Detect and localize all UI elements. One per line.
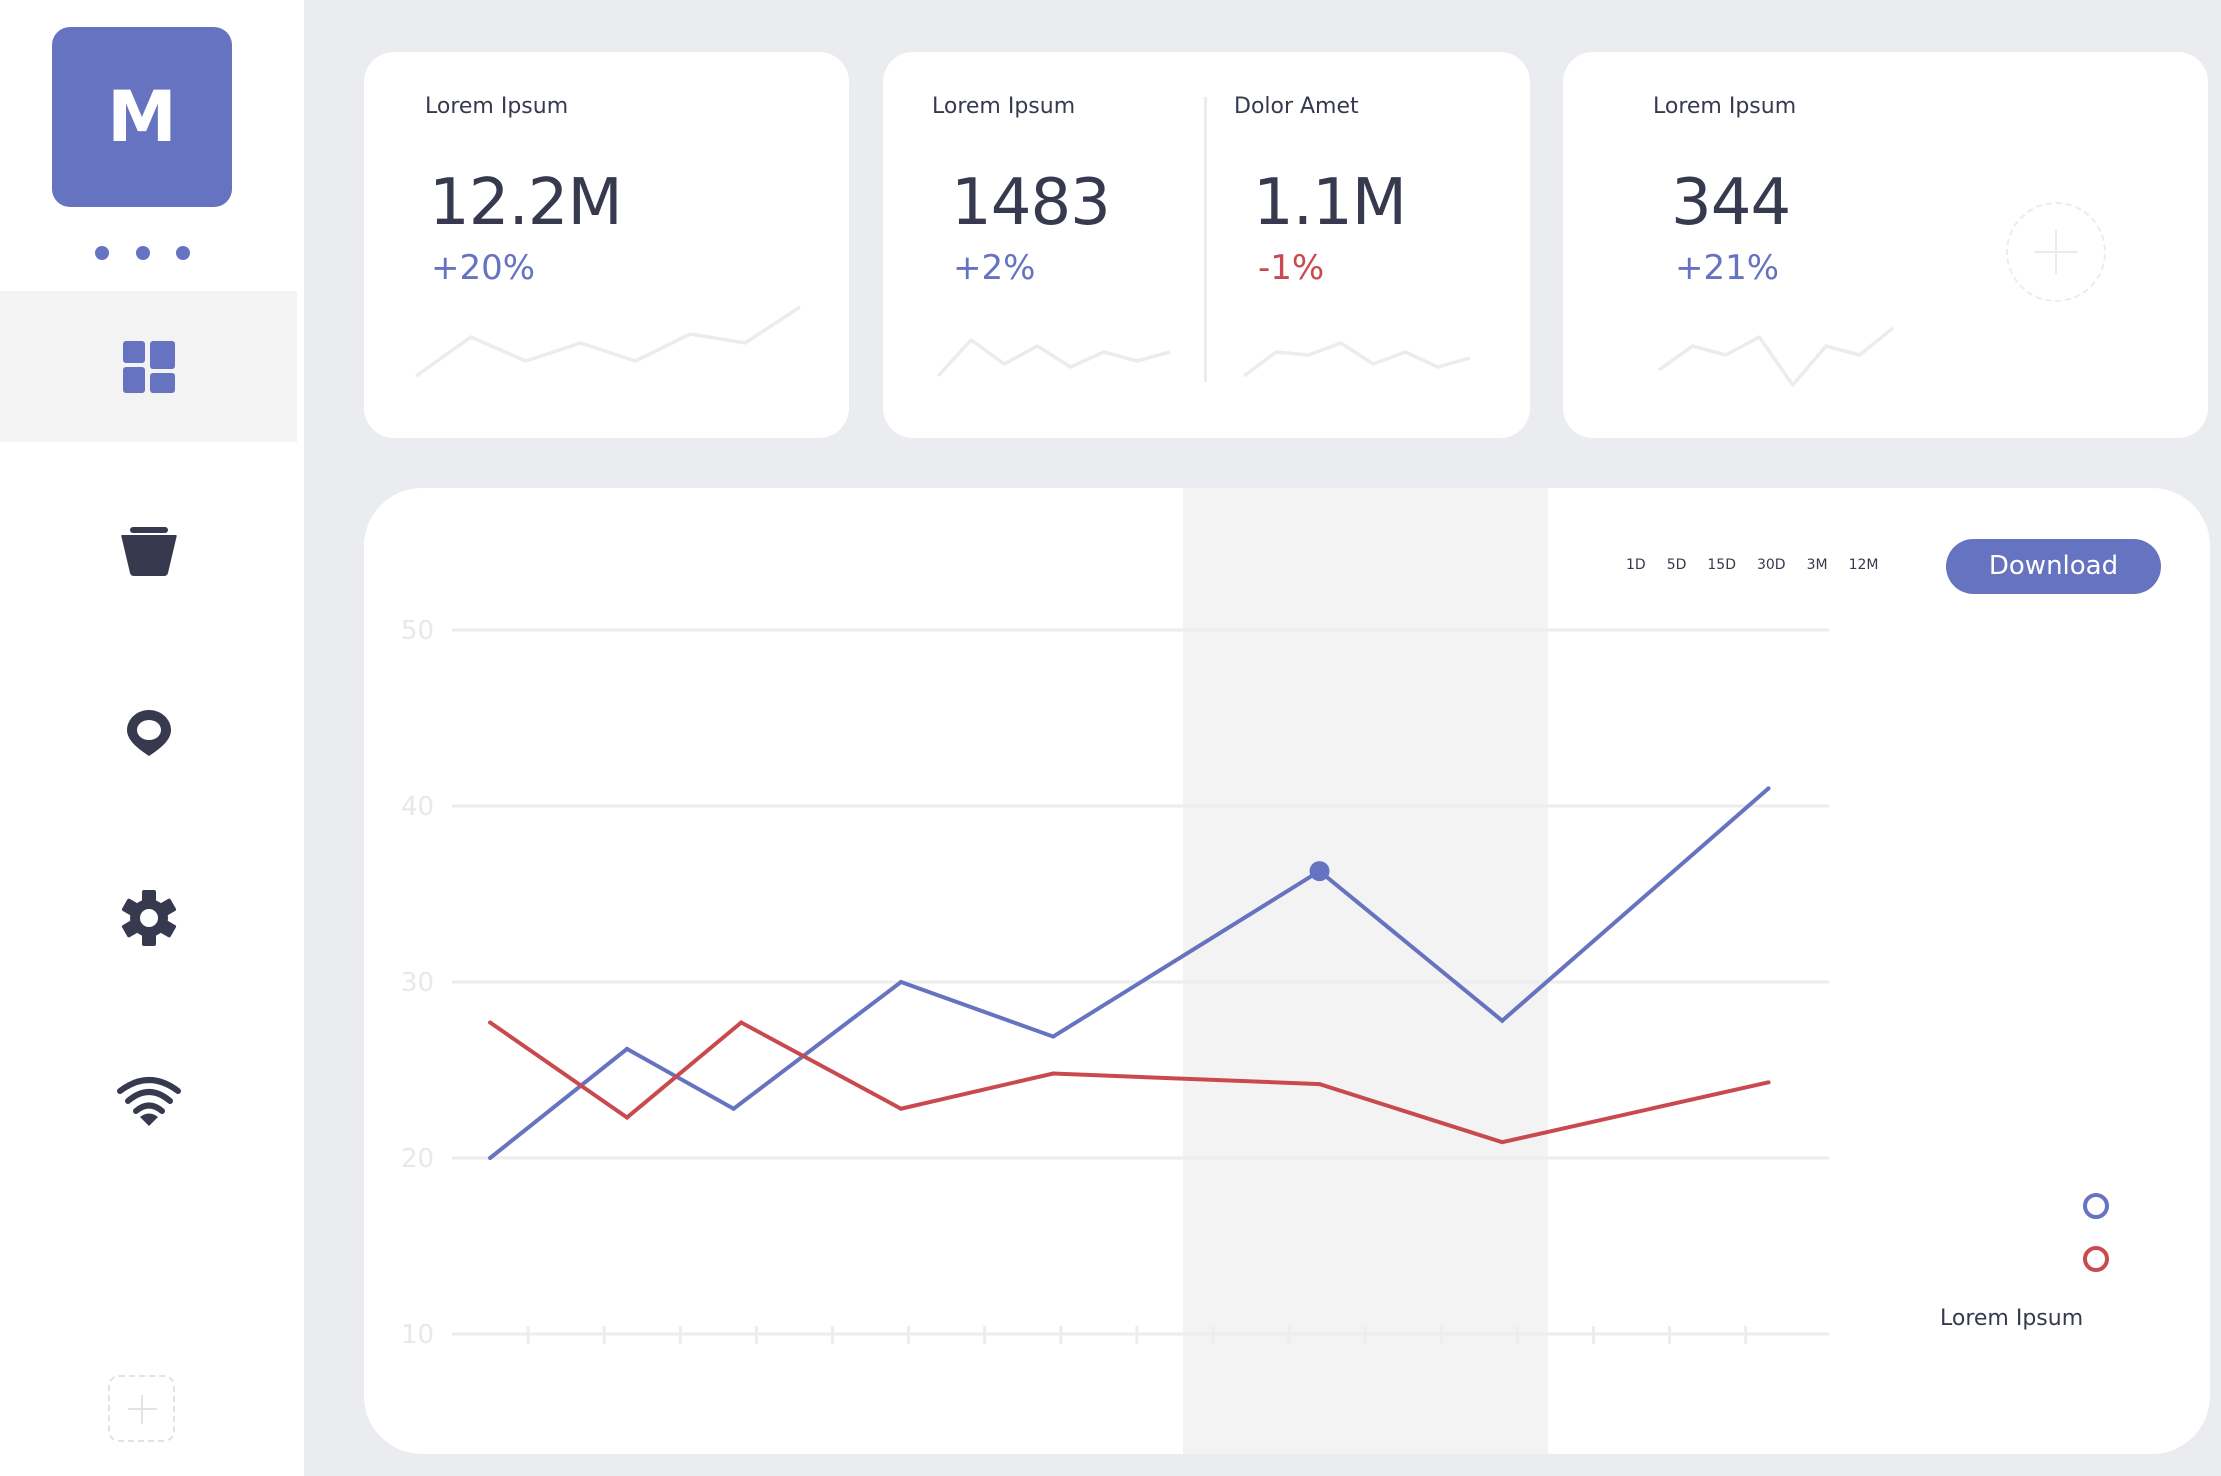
gear-icon	[121, 889, 176, 946]
series-blue-point[interactable]	[1051, 1034, 1056, 1039]
series-blue-line	[488, 786, 1770, 1160]
legend-marker-blue[interactable]	[2083, 1193, 2109, 1219]
range-15d[interactable]: 15D	[1707, 557, 1736, 573]
wifi-icon	[116, 1076, 181, 1126]
logo[interactable]: M	[52, 27, 232, 207]
series-red-point[interactable]	[1317, 1082, 1322, 1087]
series-red-point[interactable]	[488, 1020, 493, 1025]
series-red-point[interactable]	[1500, 1140, 1505, 1145]
sidebar-item-dashboard[interactable]	[0, 291, 297, 442]
sidebar: M	[0, 0, 304, 1476]
stat-value: 344	[1671, 166, 1791, 240]
legend-label: Lorem Ipsum	[1940, 1306, 2084, 1331]
range-3m[interactable]: 3M	[1806, 557, 1828, 573]
series-red-line	[488, 1020, 1769, 1145]
chart-card	[364, 488, 2210, 1454]
series-red-point[interactable]	[625, 1115, 630, 1120]
highlight-band	[1182, 488, 1548, 1454]
stat-change: +20%	[431, 248, 536, 288]
sidebar-item-basket[interactable]	[0, 476, 297, 627]
stat-label: Lorem Ipsum	[1653, 94, 1797, 119]
range-selector: 1D 5D 15D 30D 3M 12M	[1626, 557, 1900, 573]
stat-change: +2%	[953, 248, 1036, 288]
y-tick-label: 40	[401, 792, 434, 822]
sidebar-item-wifi[interactable]	[0, 1024, 297, 1175]
add-widget-button[interactable]	[108, 1375, 175, 1442]
range-30d[interactable]: 30D	[1756, 557, 1786, 573]
series-red-point[interactable]	[1766, 1080, 1771, 1085]
legend-marker-red[interactable]	[2083, 1246, 2109, 1272]
y-tick-label: 30	[401, 968, 434, 998]
stat-label: Dolor Amet	[1234, 94, 1359, 119]
series-blue-point[interactable]	[488, 1156, 493, 1160]
y-tick-label: 10	[401, 1320, 434, 1350]
basket-icon	[120, 526, 177, 576]
stat-value: 12.2M	[429, 166, 623, 240]
y-tick-label: 50	[401, 616, 434, 646]
dashboard-grid-icon	[122, 340, 175, 393]
range-1d[interactable]: 1D	[1626, 557, 1646, 573]
location-pin-icon	[126, 709, 171, 756]
sidebar-item-location[interactable]	[0, 657, 297, 808]
stat-change: -1%	[1258, 248, 1325, 288]
series-red-point[interactable]	[898, 1106, 903, 1111]
series-blue-point[interactable]	[898, 980, 903, 984]
stat-value: 1.1M	[1253, 166, 1407, 240]
series-blue-point[interactable]	[1766, 786, 1771, 791]
y-tick-label: 20	[401, 1144, 434, 1174]
stat-value: 1483	[951, 166, 1111, 240]
sidebar-item-settings[interactable]	[0, 842, 297, 993]
card-divider	[1204, 97, 1207, 382]
download-button[interactable]: Download	[1946, 539, 2161, 594]
stat-label: Lorem Ipsum	[425, 94, 569, 119]
range-12m[interactable]: 12M	[1848, 557, 1879, 573]
highlighted-point[interactable]	[1309, 861, 1330, 882]
more-dots-icon[interactable]	[95, 246, 190, 260]
add-stat-button[interactable]	[2006, 202, 2106, 302]
series-blue-point[interactable]	[731, 1106, 736, 1111]
series-blue-point[interactable]	[625, 1046, 630, 1051]
series-red-point[interactable]	[739, 1020, 744, 1025]
series-blue-point[interactable]	[1500, 1018, 1505, 1023]
stat-label: Lorem Ipsum	[932, 94, 1076, 119]
range-5d[interactable]: 5D	[1666, 557, 1687, 573]
series-red-point[interactable]	[1051, 1071, 1056, 1076]
stat-change: +21%	[1675, 248, 1780, 288]
